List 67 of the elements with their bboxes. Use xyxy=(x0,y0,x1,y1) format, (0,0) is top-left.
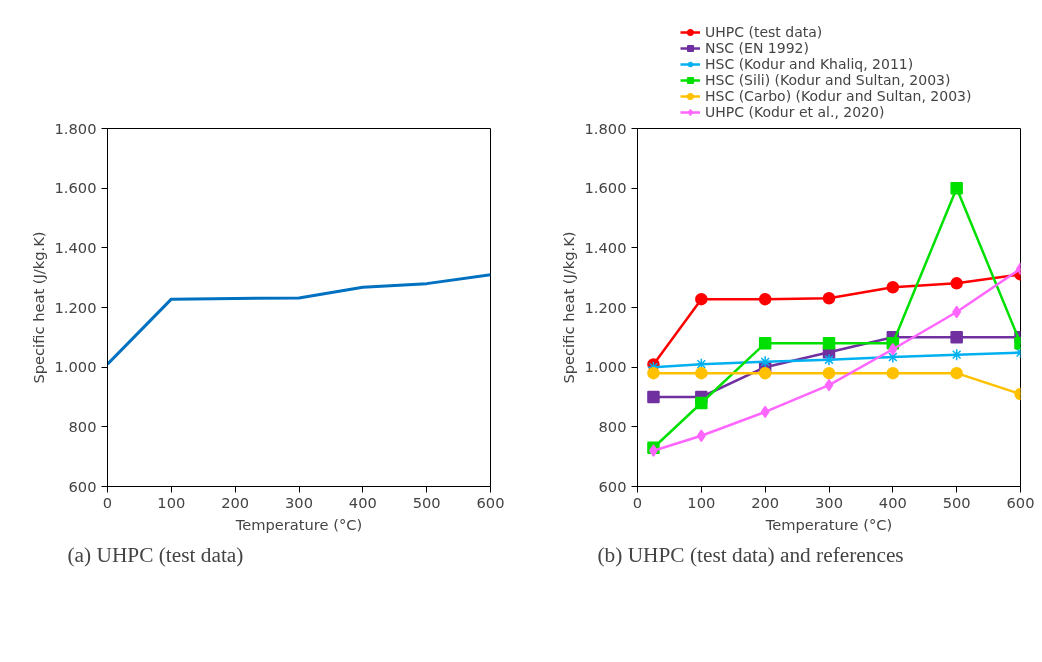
y-tick-label: 600 xyxy=(598,477,627,495)
text: (a) UHPC (test data) xyxy=(67,542,244,567)
point xyxy=(950,277,963,290)
point xyxy=(758,292,772,306)
y-tick-label: 800 xyxy=(598,417,627,435)
y-tick-label: 1.200 xyxy=(54,298,97,316)
y-axis-title: Specific heat (J/kg.K) xyxy=(29,231,47,384)
point xyxy=(696,429,706,443)
x-tick-label: 600 xyxy=(1006,493,1035,511)
point xyxy=(647,366,660,380)
point xyxy=(758,337,772,350)
point xyxy=(760,405,770,419)
text: (b) UHPC (test data) and references xyxy=(597,542,904,567)
point xyxy=(886,366,900,380)
y-tick-label: 1.000 xyxy=(584,358,627,376)
point xyxy=(822,353,836,366)
point xyxy=(952,305,962,319)
x-axis-title: Temperature (°C) xyxy=(764,515,893,533)
point xyxy=(888,343,898,356)
y-tick-label: 600 xyxy=(68,477,97,495)
point xyxy=(950,181,963,195)
point xyxy=(950,331,963,344)
legend-label: NSC (EN 1992) xyxy=(705,40,809,56)
y-axis-title: Specific heat (J/kg.K) xyxy=(559,231,577,384)
x-tick-label: 600 xyxy=(476,493,505,511)
x-axis-title: Temperature (°C) xyxy=(234,515,363,533)
point xyxy=(822,292,836,305)
legend-label: HSC (Sili) (Kodur and Sultan, 2003) xyxy=(705,72,951,88)
x-tick-label: 300 xyxy=(285,493,313,511)
y-tick-label: 1.000 xyxy=(54,358,97,376)
point xyxy=(695,396,708,410)
line-series xyxy=(107,273,491,366)
point xyxy=(822,366,836,380)
point xyxy=(695,357,708,371)
point xyxy=(695,292,708,306)
y-tick-label: 1.800 xyxy=(584,119,627,137)
x-tick-label: 500 xyxy=(942,493,971,511)
y-tick-label: 1.200 xyxy=(584,298,627,316)
x-tick-label: 0 xyxy=(102,493,113,511)
x-tick-label: 200 xyxy=(221,493,250,511)
legend-label: HSC (Carbo) (Kodur and Sultan, 2003) xyxy=(705,88,972,104)
legend-label: UHPC (Kodur et al., 2020) xyxy=(705,104,885,120)
x-tick-label: 500 xyxy=(412,493,441,511)
y-tick-label: 800 xyxy=(68,417,97,435)
y-tick-label: 1.400 xyxy=(54,238,97,256)
y-tick-label: 1.600 xyxy=(584,179,627,197)
point xyxy=(886,280,900,294)
x-tick-label: 100 xyxy=(687,493,716,511)
point xyxy=(647,390,660,404)
point xyxy=(822,337,836,350)
y-tick-label: 1.400 xyxy=(584,238,627,256)
y-tick-label: 1.800 xyxy=(54,119,97,137)
x-tick-label: 0 xyxy=(632,493,643,511)
point xyxy=(886,350,900,364)
x-tick-label: 400 xyxy=(878,493,907,511)
point xyxy=(950,366,963,380)
legend-label: UHPC (test data) xyxy=(705,24,823,40)
point xyxy=(758,355,772,369)
x-tick-label: 200 xyxy=(751,493,780,511)
point xyxy=(824,378,834,392)
point xyxy=(695,366,708,380)
x-tick-label: 300 xyxy=(815,493,843,511)
legend-label: HSC (Kodur and Khaliq, 2011) xyxy=(705,56,914,72)
point xyxy=(758,366,772,380)
y-tick-label: 1.600 xyxy=(54,179,97,197)
x-tick-label: 400 xyxy=(348,493,377,511)
x-tick-label: 100 xyxy=(157,493,186,511)
